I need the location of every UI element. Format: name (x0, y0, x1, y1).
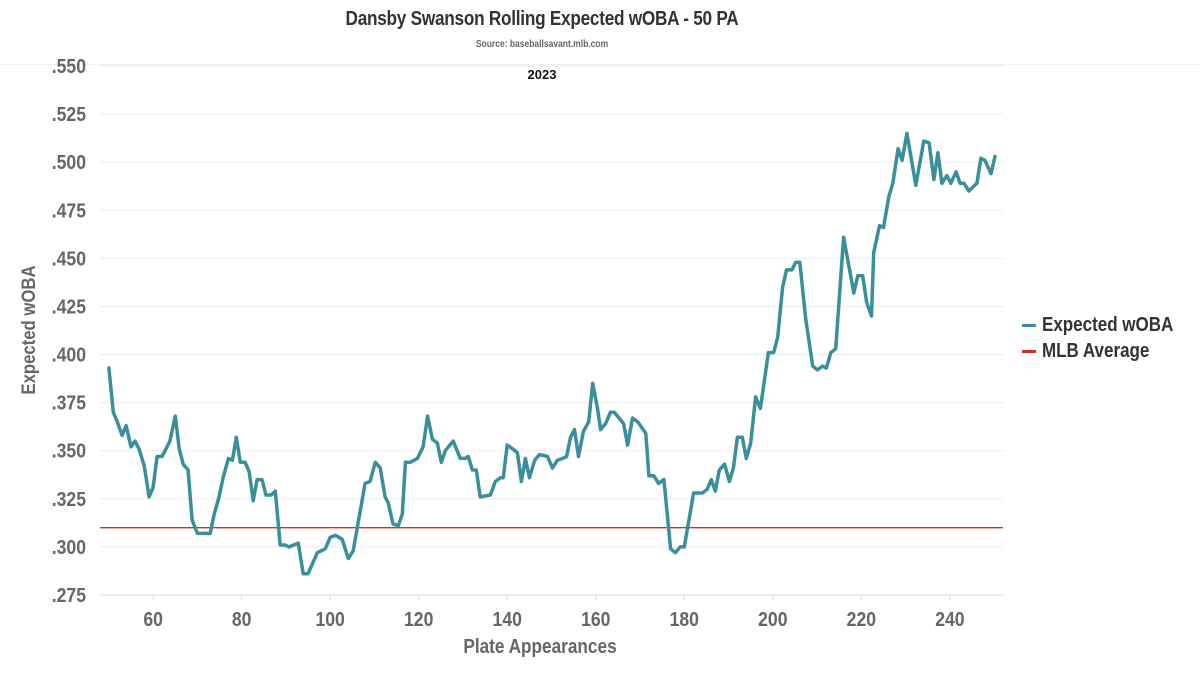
y-tick-label: .450 (52, 247, 86, 269)
y-tick-label: .400 (52, 343, 86, 365)
expected-woba-line (107, 131, 997, 576)
series-layer (100, 131, 1003, 576)
y-tick-label: .475 (52, 199, 86, 221)
x-axis-ticks: 60 80 100 120 140 160 180 200 220 240 (143, 595, 965, 630)
legend-swatch-mlb-average (1022, 349, 1036, 353)
legend-item-expected-woba[interactable]: Expected wOBA (1022, 312, 1196, 338)
y-axis-ticks: .275 .300 .325 .350 .375 .400 .425 .450 .475 .500… (52, 55, 86, 606)
x-tick-label: 240 (935, 608, 964, 630)
x-axis-label: Plate Appearances (463, 636, 617, 658)
x-tick-label: 220 (847, 608, 876, 630)
x-tick-label: 200 (758, 608, 787, 630)
x-tick-label: 140 (493, 608, 522, 630)
y-tick-label: .325 (52, 488, 86, 510)
chart-title: Dansby Swanson Rolling Expected wOBA - 5… (345, 8, 739, 30)
y-tick-label: .550 (52, 55, 86, 77)
x-tick-label: 160 (581, 608, 610, 630)
legend-item-mlb-average[interactable]: MLB Average (1022, 338, 1196, 364)
year-annotation: 2023 (527, 67, 557, 82)
y-tick-label: .525 (52, 103, 86, 125)
y-tick-label: .275 (52, 584, 86, 606)
y-tick-label: .300 (52, 536, 86, 558)
legend-label: Expected wOBA (1042, 313, 1174, 336)
chart-subtitle: Source: baseballsavant.mlb.com (475, 39, 609, 50)
y-tick-label: .350 (52, 440, 86, 462)
x-tick-label: 80 (232, 608, 252, 630)
header-divider (0, 64, 1200, 65)
legend: Expected wOBA MLB Average (1022, 312, 1196, 364)
gridlines (100, 65, 1003, 596)
legend-swatch-expected-woba (1022, 323, 1036, 327)
y-tick-label: .375 (52, 392, 86, 414)
x-tick-label: 100 (315, 608, 344, 630)
x-tick-label: 120 (404, 608, 433, 630)
y-tick-label: .425 (52, 295, 86, 317)
x-tick-label: 60 (143, 608, 163, 630)
y-axis-label: Expected wOBA (19, 265, 40, 395)
legend-label: MLB Average (1042, 339, 1150, 362)
x-tick-label: 180 (670, 608, 699, 630)
y-tick-label: .500 (52, 151, 86, 173)
